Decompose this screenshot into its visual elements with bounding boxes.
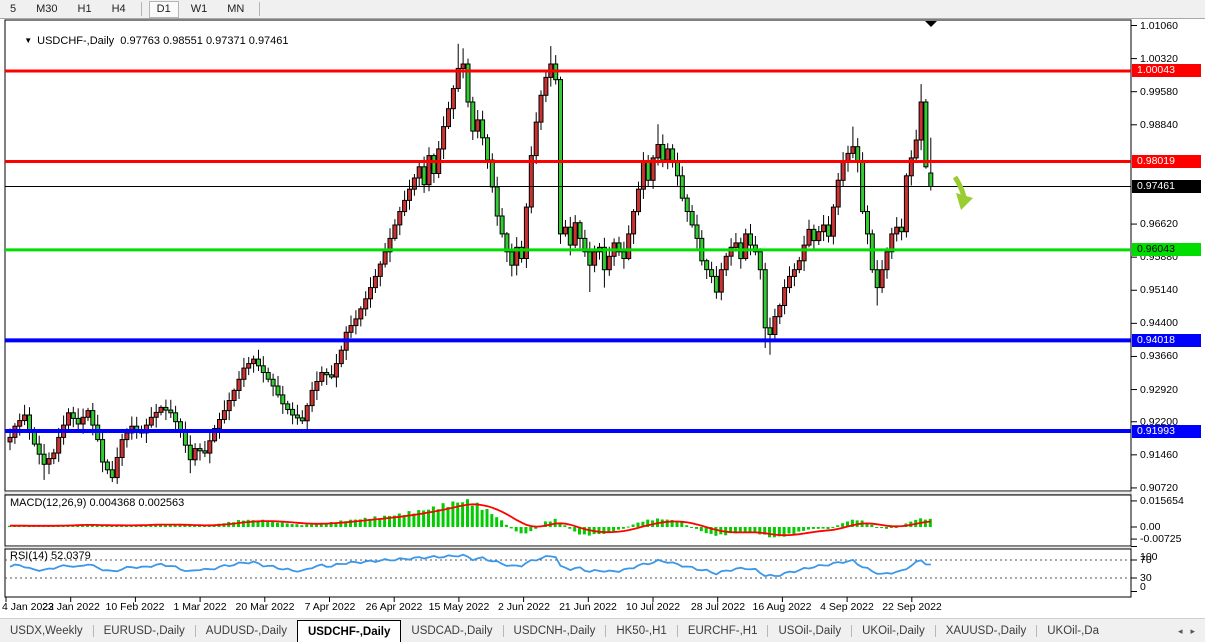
price-axis-tick-label: 0.96620 xyxy=(1140,218,1178,230)
tab-separator xyxy=(1036,625,1038,637)
date-axis-label: 20 Mar 2022 xyxy=(235,601,295,613)
price-axis-tick-label: 1.00320 xyxy=(1140,53,1178,65)
date-axis-label: 15 May 2022 xyxy=(428,601,490,613)
date-axis-label: 2 Jun 2022 xyxy=(498,601,550,613)
arrow-annotation-icon[interactable] xyxy=(952,175,973,210)
tab-separator xyxy=(934,625,936,637)
timeframe-button-W1[interactable]: W1 xyxy=(190,2,208,15)
timeframe-button-MN[interactable]: MN xyxy=(227,2,245,15)
symbol-tab-eurchf-h1[interactable]: EURCHF-,H1 xyxy=(687,625,758,637)
timeframe-button-M30[interactable]: M30 xyxy=(36,2,58,15)
ohlc-close: 0.97461 xyxy=(248,35,289,47)
rsi-indicator-label: RSI(14) 52.0379 xyxy=(10,550,91,562)
symbol-tab-usoil-daily[interactable]: USOil-,Daily xyxy=(778,625,842,637)
symbol-tab-audusd-daily[interactable]: AUDUSD-,Daily xyxy=(205,625,287,637)
price-axis-tick-label: 0.95880 xyxy=(1140,251,1178,263)
symbol-tab-usdx-weekly[interactable]: USDX,Weekly xyxy=(10,625,83,637)
date-axis-label: 10 Feb 2022 xyxy=(105,601,165,613)
symbol-tab-xauusd-daily[interactable]: XAUUSD-,Daily xyxy=(945,625,1027,637)
tab-separator xyxy=(851,625,853,637)
tab-separator xyxy=(605,625,607,637)
rsi-axis-label: 70 xyxy=(1140,554,1152,566)
tab-separator xyxy=(92,625,94,637)
tab-scroll-left-icon[interactable]: ◂ xyxy=(1177,625,1183,636)
price-axis-tick-label: 0.94400 xyxy=(1140,317,1178,329)
macd-signal-line xyxy=(10,503,931,537)
date-axis-label: 16 Aug 2022 xyxy=(752,601,812,613)
date-axis-label: 23 Jan 2022 xyxy=(42,601,100,613)
timeframe-button-H4[interactable]: H4 xyxy=(111,2,126,15)
price-tag-0.98019: 0.98019 xyxy=(1132,155,1201,168)
price-axis-tick-label: 0.98840 xyxy=(1140,119,1178,131)
date-axis-label: 28 Jul 2022 xyxy=(690,601,746,613)
date-axis-label: 1 Mar 2022 xyxy=(173,601,227,613)
rsi-axis-label: 0 xyxy=(1140,581,1146,593)
price-axis-tick-label: 0.93660 xyxy=(1140,350,1178,362)
horizontal-level-lines[interactable] xyxy=(5,69,1131,434)
tab-separator xyxy=(194,625,196,637)
date-axis-label: 26 Apr 2022 xyxy=(365,601,423,613)
chart-info-line: ▼ USDCHF-,Daily 0.97763 0.98551 0.97371 0… xyxy=(12,23,289,59)
symbol-tab-usdcad-daily[interactable]: USDCAD-,Daily xyxy=(411,625,493,637)
symbol-tab-ukoil-daily[interactable]: UKOil-,Daily xyxy=(862,625,925,637)
price-chart-canvas[interactable] xyxy=(0,0,1205,618)
date-axis-label: 7 Apr 2022 xyxy=(304,601,356,613)
timeframe-button-5[interactable]: 5 xyxy=(10,2,17,15)
price-tag-0.97461: 0.97461 xyxy=(1132,180,1201,193)
symbol-dropdown-icon[interactable]: ▼ xyxy=(24,36,33,45)
macd-histogram xyxy=(8,499,932,538)
symbol-tabbar: USDX,Weekly EURUSD-,Daily AUDUSD-,Daily USD… xyxy=(0,618,1205,642)
tab-scroll-right-icon[interactable]: ▸ xyxy=(1190,625,1195,636)
price-axis-tick-label: 0.99580 xyxy=(1140,86,1178,98)
panel-frames xyxy=(4,19,1132,598)
date-axis-label: 22 Sep 2022 xyxy=(882,601,942,613)
macd-axis-label: 0.015654 xyxy=(1140,495,1184,507)
toolbar-separator xyxy=(140,2,142,16)
date-axis-label: 4 Sep 2022 xyxy=(820,601,874,613)
date-axis-label: 4 Jan 2022 xyxy=(2,601,54,613)
price-axis-ticks xyxy=(5,25,1137,602)
ohlc-low: 0.97371 xyxy=(205,35,246,47)
timeframe-button-H1[interactable]: H1 xyxy=(77,2,92,15)
chart-end-marker-icon xyxy=(925,21,937,27)
symbol-label: USDCHF-,Daily xyxy=(37,35,115,47)
rsi-line xyxy=(9,553,931,578)
tab-separator xyxy=(502,625,504,637)
price-tag-0.96043: 0.96043 xyxy=(1132,243,1201,256)
price-axis-tick-label: 0.91460 xyxy=(1140,449,1178,461)
toolbar-separator xyxy=(259,2,261,16)
rsi-axis-label: 30 xyxy=(1140,572,1152,584)
ohlc-open: 0.97763 xyxy=(120,35,161,47)
date-axis-label: 10 Jul 2022 xyxy=(625,601,681,613)
price-tag-0.91993: 0.91993 xyxy=(1132,425,1201,438)
macd-indicator-label: MACD(12,26,9) 0.004368 0.002563 xyxy=(10,497,185,509)
symbol-tab-hk50-h1[interactable]: HK50-,H1 xyxy=(616,625,667,637)
timeframe-button-D1[interactable]: D1 xyxy=(148,0,179,18)
macd-axis-label: -0.00725 xyxy=(1140,533,1182,545)
symbol-tab-usdchf-daily[interactable]: USDCHF-,Daily xyxy=(296,620,402,642)
price-axis-tick-label: 0.92200 xyxy=(1140,416,1178,428)
tab-scroll-controls: ◂ ▸ xyxy=(1174,619,1205,642)
price-axis-tick-label: 0.90720 xyxy=(1140,482,1178,494)
macd-axis-label: 0.00 xyxy=(1140,521,1161,533)
tab-separator xyxy=(676,625,678,637)
symbol-tab-usdcnh-daily[interactable]: USDCNH-,Daily xyxy=(513,625,596,637)
price-tag-0.94018: 0.94018 xyxy=(1132,334,1201,347)
tab-separator xyxy=(767,625,769,637)
price-axis-tick-label: 1.01060 xyxy=(1140,20,1178,32)
price-tag-1.00043: 1.00043 xyxy=(1132,64,1201,77)
symbol-tab-ukoil-da[interactable]: UKOil-,Da xyxy=(1047,625,1099,637)
date-axis-label: 21 Jun 2022 xyxy=(559,601,617,613)
price-axis-tick-label: 0.95140 xyxy=(1140,284,1178,296)
rsi-axis-label: 100 xyxy=(1140,551,1158,563)
ohlc-high: 0.98551 xyxy=(163,35,203,47)
price-axis-tick-label: 0.92920 xyxy=(1140,384,1178,396)
timeframe-toolbar: 5 M30 H1 H4 D1 W1 MN xyxy=(0,0,1205,19)
symbol-tab-eurusd-daily[interactable]: EURUSD-,Daily xyxy=(103,625,185,637)
